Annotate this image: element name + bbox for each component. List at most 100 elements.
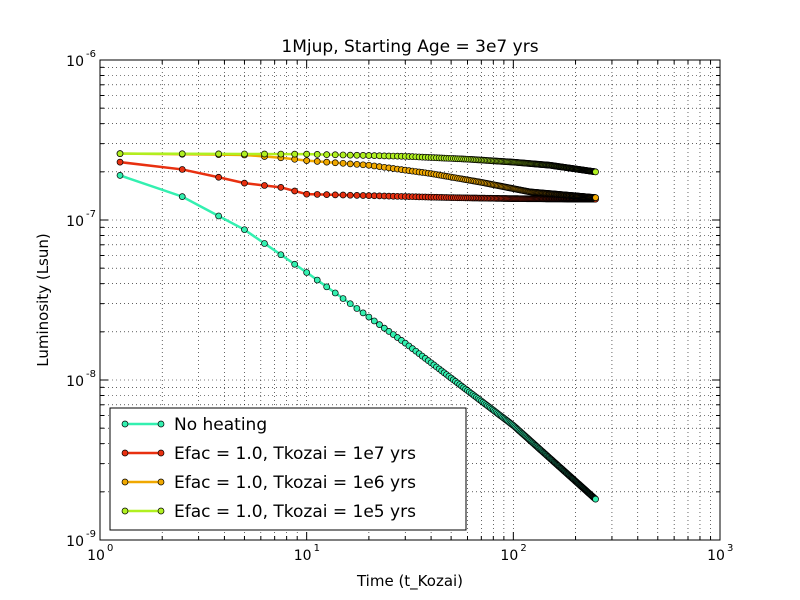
x-axis-label: Time (t_Kozai) xyxy=(356,572,463,591)
legend: No heating Efac = 1.0, Tkozai = 1e7 yrs Ef… xyxy=(109,407,467,531)
x-tick-exponent: 1 xyxy=(314,543,320,554)
data-point xyxy=(277,150,285,158)
data-point xyxy=(116,150,124,157)
x-tick-exponent: 0 xyxy=(107,543,113,554)
y-tick-exponent: -8 xyxy=(86,369,96,380)
data-point xyxy=(353,151,361,159)
legend-entry: No heating xyxy=(121,415,267,435)
data-point xyxy=(380,324,388,332)
data-point xyxy=(313,151,321,158)
data-point xyxy=(346,151,354,159)
series-layer xyxy=(116,150,599,503)
data-point xyxy=(365,161,373,169)
data-point xyxy=(303,150,311,158)
plot-frame xyxy=(99,59,721,541)
data-point xyxy=(313,276,321,284)
data-point xyxy=(241,226,248,234)
data-point xyxy=(313,191,321,198)
legend-marker xyxy=(157,449,165,457)
data-point xyxy=(346,191,354,199)
legend-marker xyxy=(157,420,165,428)
data-point xyxy=(353,192,361,199)
data-point xyxy=(303,190,311,198)
data-point xyxy=(359,309,367,317)
legend-marker xyxy=(157,507,165,515)
data-point xyxy=(339,295,347,302)
data-point xyxy=(303,157,311,164)
data-point xyxy=(339,191,347,199)
data-point xyxy=(291,187,299,195)
legend-marker xyxy=(121,420,129,428)
data-point xyxy=(323,151,331,158)
data-point xyxy=(592,168,599,176)
data-point xyxy=(215,212,222,220)
series-1 xyxy=(116,172,599,503)
data-point xyxy=(178,150,186,158)
data-point xyxy=(346,160,354,168)
x-tick-label: 10 xyxy=(294,548,312,564)
data-point xyxy=(353,305,361,312)
y-tick-label: 10 xyxy=(66,534,84,550)
legend-marker xyxy=(121,507,129,515)
data-point xyxy=(353,160,361,168)
data-point xyxy=(277,183,285,191)
data-point xyxy=(313,158,321,165)
chart-title: 1Mjup, Starting Age = 3e7 yrs xyxy=(281,37,538,57)
y-tick-exponent: -7 xyxy=(86,209,96,220)
legend-entry: Efac = 1.0, Tkozai = 1e6 yrs xyxy=(121,473,416,493)
legend-label: Efac = 1.0, Tkozai = 1e5 yrs xyxy=(174,502,416,522)
legend-box xyxy=(109,407,467,531)
data-point xyxy=(277,251,285,259)
data-point xyxy=(323,283,331,291)
data-point xyxy=(592,194,599,201)
legend-marker xyxy=(121,449,129,457)
ticks: 10 0 10 1 10 2 10 3-910-810-710-610 xyxy=(66,49,733,564)
legend-marker xyxy=(157,478,165,486)
series-3 xyxy=(116,150,599,201)
data-point xyxy=(116,158,124,166)
data-point xyxy=(359,192,367,199)
data-point xyxy=(178,166,186,173)
data-point xyxy=(261,150,268,158)
legend-label: Efac = 1.0, Tkozai = 1e6 yrs xyxy=(174,473,416,493)
data-point xyxy=(331,151,339,159)
y-tick-label: 10 xyxy=(66,214,84,230)
legend-label: No heating xyxy=(174,415,267,435)
data-point xyxy=(215,173,222,181)
data-point xyxy=(215,150,222,158)
y-tick-label: 10 xyxy=(66,374,84,390)
data-point xyxy=(291,260,299,268)
y-tick-label: 10 xyxy=(66,54,84,70)
legend-label: Efac = 1.0, Tkozai = 1e7 yrs xyxy=(174,444,416,464)
data-point xyxy=(261,182,268,189)
x-tick-label: 10 xyxy=(500,548,518,564)
data-point xyxy=(178,193,186,200)
data-point xyxy=(346,300,354,308)
y-tick-exponent: -9 xyxy=(86,529,96,540)
data-point xyxy=(365,313,373,321)
data-point xyxy=(331,289,339,297)
data-point xyxy=(331,191,339,199)
y-axis-label: Luminosity (Lsun) xyxy=(34,233,52,366)
data-point xyxy=(241,150,248,158)
data-point xyxy=(116,172,124,179)
x-tick-exponent: 2 xyxy=(520,543,526,554)
x-tick-exponent: 3 xyxy=(727,543,733,554)
data-point xyxy=(323,158,331,166)
data-point xyxy=(241,179,248,187)
legend-entry: Efac = 1.0, Tkozai = 1e7 yrs xyxy=(121,444,416,464)
data-point xyxy=(323,191,331,198)
data-point xyxy=(339,159,347,167)
data-point xyxy=(291,150,299,158)
data-point xyxy=(376,321,383,328)
x-tick-label: 10 xyxy=(87,548,105,564)
data-point xyxy=(370,317,378,325)
legend-entry: Efac = 1.0, Tkozai = 1e5 yrs xyxy=(121,502,416,522)
y-tick-exponent: -6 xyxy=(86,49,96,60)
x-tick-label: 10 xyxy=(707,548,725,564)
data-point xyxy=(359,161,367,169)
data-point xyxy=(261,240,268,247)
legend-marker xyxy=(121,478,129,486)
data-point xyxy=(592,495,599,503)
